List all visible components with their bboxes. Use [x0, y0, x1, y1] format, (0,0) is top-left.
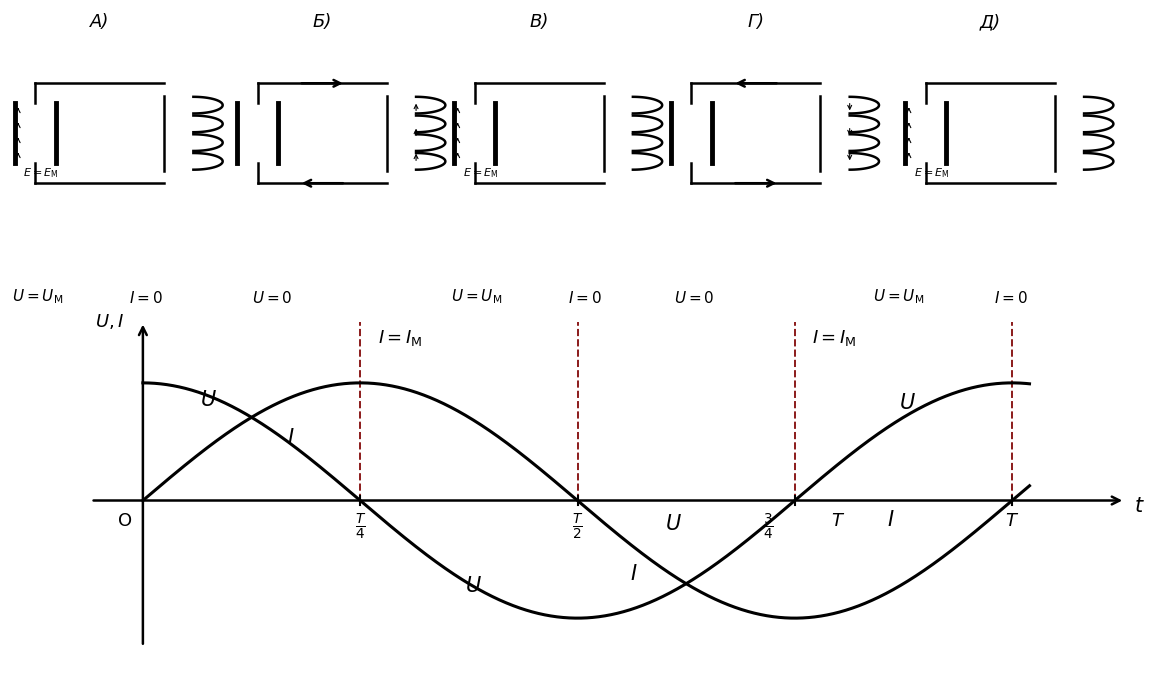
Text: $I$: $I$ — [887, 510, 894, 530]
Text: $I$: $I$ — [631, 564, 638, 584]
Text: $E=E_{\rm М}$: $E=E_{\rm М}$ — [914, 167, 949, 180]
Text: $\frac{T}{2}$: $\frac{T}{2}$ — [572, 512, 584, 542]
Text: $U=U_{\rm М}$: $U=U_{\rm М}$ — [451, 288, 503, 307]
Text: $U, I$: $U, I$ — [95, 312, 124, 331]
Text: $I = I_{\rm М}$: $I = I_{\rm М}$ — [812, 328, 857, 348]
Text: $U=U_{\rm М}$: $U=U_{\rm М}$ — [12, 288, 63, 307]
Text: $U$: $U$ — [199, 391, 217, 410]
Text: $I = I_{\rm М}$: $I = I_{\rm М}$ — [377, 328, 422, 348]
Text: Г): Г) — [748, 13, 764, 31]
Text: $I=0$: $I=0$ — [129, 291, 163, 307]
Text: $U$: $U$ — [465, 576, 482, 596]
Text: $I$: $I$ — [287, 428, 294, 448]
Text: $U=0$: $U=0$ — [674, 291, 715, 307]
Text: $t$: $t$ — [1133, 496, 1145, 516]
Text: А): А) — [90, 13, 109, 31]
Text: $E=E_{\rm М}$: $E=E_{\rm М}$ — [463, 167, 498, 180]
Text: $U$: $U$ — [899, 393, 917, 413]
Text: $E=E_{\rm М}$: $E=E_{\rm М}$ — [23, 167, 59, 180]
Text: $U=U_{\rm М}$: $U=U_{\rm М}$ — [873, 288, 925, 307]
Text: $T$: $T$ — [831, 512, 845, 530]
Text: $I=0$: $I=0$ — [994, 291, 1028, 307]
Text: Д): Д) — [980, 13, 1001, 31]
Text: $I=0$: $I=0$ — [568, 291, 602, 307]
Text: В): В) — [530, 13, 548, 31]
Text: $\frac{T}{4}$: $\frac{T}{4}$ — [355, 512, 366, 542]
Text: $T$: $T$ — [1006, 512, 1020, 530]
Text: Б): Б) — [313, 13, 332, 31]
Text: $U$: $U$ — [665, 514, 682, 534]
Text: $\frac{3}{4}$: $\frac{3}{4}$ — [763, 512, 774, 542]
Text: $U=0$: $U=0$ — [252, 291, 293, 307]
Text: O: O — [118, 512, 132, 530]
